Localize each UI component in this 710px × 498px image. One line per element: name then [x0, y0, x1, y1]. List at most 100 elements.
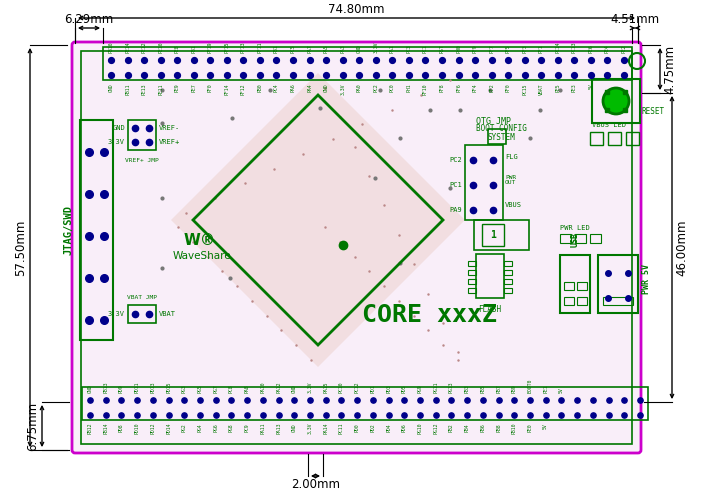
Text: PE12: PE12 — [141, 41, 146, 53]
Text: PA5: PA5 — [324, 44, 329, 53]
Text: PC4: PC4 — [274, 83, 279, 92]
Text: VBUS LED: VBUS LED — [592, 122, 626, 128]
Text: PC2: PC2 — [449, 157, 462, 163]
Text: PC1: PC1 — [423, 44, 428, 53]
Text: PWR LED: PWR LED — [560, 225, 590, 231]
Text: PB12: PB12 — [87, 423, 92, 434]
Text: 5V: 5V — [543, 423, 548, 429]
Bar — [128, 120, 156, 150]
Text: PG3: PG3 — [182, 384, 187, 393]
Text: PB0: PB0 — [258, 83, 263, 92]
Text: PG9: PG9 — [417, 384, 422, 393]
Text: PC11: PC11 — [339, 423, 344, 434]
Text: PF15: PF15 — [224, 41, 229, 53]
Text: PC5: PC5 — [290, 44, 295, 53]
Text: PH0: PH0 — [456, 44, 461, 53]
Text: PA3: PA3 — [340, 44, 345, 53]
Text: PG10: PG10 — [417, 423, 422, 434]
Text: 3.3V: 3.3V — [373, 41, 378, 53]
Text: PF11: PF11 — [258, 41, 263, 53]
Text: PA6: PA6 — [290, 83, 295, 92]
Text: PE8: PE8 — [175, 44, 180, 53]
Text: VBAT: VBAT — [159, 311, 176, 317]
Text: PC15: PC15 — [523, 83, 528, 95]
Text: PF8: PF8 — [439, 83, 444, 92]
Text: PD8: PD8 — [119, 423, 124, 432]
Text: JTAG/SWD: JTAG/SWD — [63, 205, 73, 255]
Text: PG11: PG11 — [433, 381, 438, 393]
Bar — [504, 279, 512, 284]
Text: PC1: PC1 — [449, 182, 462, 188]
Text: PA10: PA10 — [261, 381, 266, 393]
Text: PF13: PF13 — [241, 41, 246, 53]
Text: GND: GND — [112, 125, 125, 131]
Text: PE14: PE14 — [125, 41, 130, 53]
Text: PD3: PD3 — [386, 384, 391, 393]
Text: PG6: PG6 — [213, 423, 218, 432]
Bar — [564, 297, 574, 305]
Bar — [103, 47, 632, 80]
Text: SYSTEM: SYSTEM — [488, 133, 515, 142]
Text: PD4: PD4 — [386, 423, 391, 432]
Text: PB13: PB13 — [103, 381, 108, 393]
Text: PB11: PB11 — [125, 83, 130, 95]
Bar — [590, 132, 603, 145]
Text: RST: RST — [439, 44, 444, 53]
FancyBboxPatch shape — [72, 42, 641, 453]
Bar — [560, 234, 571, 243]
Text: PE3: PE3 — [572, 83, 577, 92]
Text: PF0: PF0 — [208, 83, 213, 92]
Text: VBAT: VBAT — [539, 83, 544, 95]
Text: PF1: PF1 — [539, 44, 544, 53]
Text: PC12: PC12 — [354, 381, 360, 393]
Text: 3.3V: 3.3V — [307, 423, 312, 434]
Text: 2.00mm: 2.00mm — [291, 478, 340, 491]
Text: PA8: PA8 — [245, 384, 250, 393]
Text: PG12: PG12 — [433, 423, 438, 434]
Text: PA7: PA7 — [307, 44, 312, 53]
Text: GND: GND — [292, 423, 297, 432]
Text: PE0: PE0 — [528, 423, 532, 432]
Text: PWR 5V: PWR 5V — [642, 264, 651, 294]
Text: PE13: PE13 — [141, 83, 146, 95]
Text: 4.51mm: 4.51mm — [611, 13, 660, 26]
Text: PB3: PB3 — [464, 384, 469, 393]
Text: WaveShare: WaveShare — [173, 251, 231, 261]
Text: PG5: PG5 — [197, 384, 202, 393]
Text: 6.75mm: 6.75mm — [26, 401, 39, 451]
Text: VBUS: VBUS — [505, 202, 522, 208]
Bar — [468, 279, 476, 284]
Text: PD1: PD1 — [371, 384, 376, 393]
Bar — [80, 120, 113, 340]
Text: PA0: PA0 — [356, 83, 361, 92]
Bar — [476, 254, 504, 298]
Text: PA1: PA1 — [390, 44, 395, 53]
Bar — [577, 282, 587, 290]
Bar — [468, 288, 476, 293]
Bar — [575, 234, 586, 243]
Text: 4.75mm: 4.75mm — [663, 44, 676, 94]
Text: VBAT JMP: VBAT JMP — [127, 295, 157, 300]
Bar — [468, 261, 476, 266]
Text: PC3: PC3 — [406, 44, 411, 53]
Text: 1: 1 — [490, 230, 496, 240]
Text: 3.3V: 3.3V — [340, 83, 345, 95]
Text: PD5: PD5 — [402, 384, 407, 393]
Text: USB: USB — [571, 232, 579, 247]
Text: GND: GND — [109, 83, 114, 92]
Text: PB14: PB14 — [103, 423, 108, 434]
Bar — [488, 129, 506, 144]
Bar — [590, 234, 601, 243]
Text: PE5: PE5 — [555, 83, 560, 92]
Text: PB8: PB8 — [496, 423, 501, 432]
Text: PC2: PC2 — [373, 83, 378, 92]
Text: PE4: PE4 — [605, 44, 610, 53]
Text: PC8: PC8 — [229, 384, 234, 393]
Circle shape — [603, 88, 629, 114]
Text: PB1: PB1 — [274, 44, 279, 53]
Bar — [577, 297, 587, 305]
Text: 5V: 5V — [589, 83, 594, 89]
Text: PA14: PA14 — [323, 423, 328, 434]
Text: FLG: FLG — [505, 154, 518, 160]
Text: PB4: PB4 — [464, 423, 469, 432]
